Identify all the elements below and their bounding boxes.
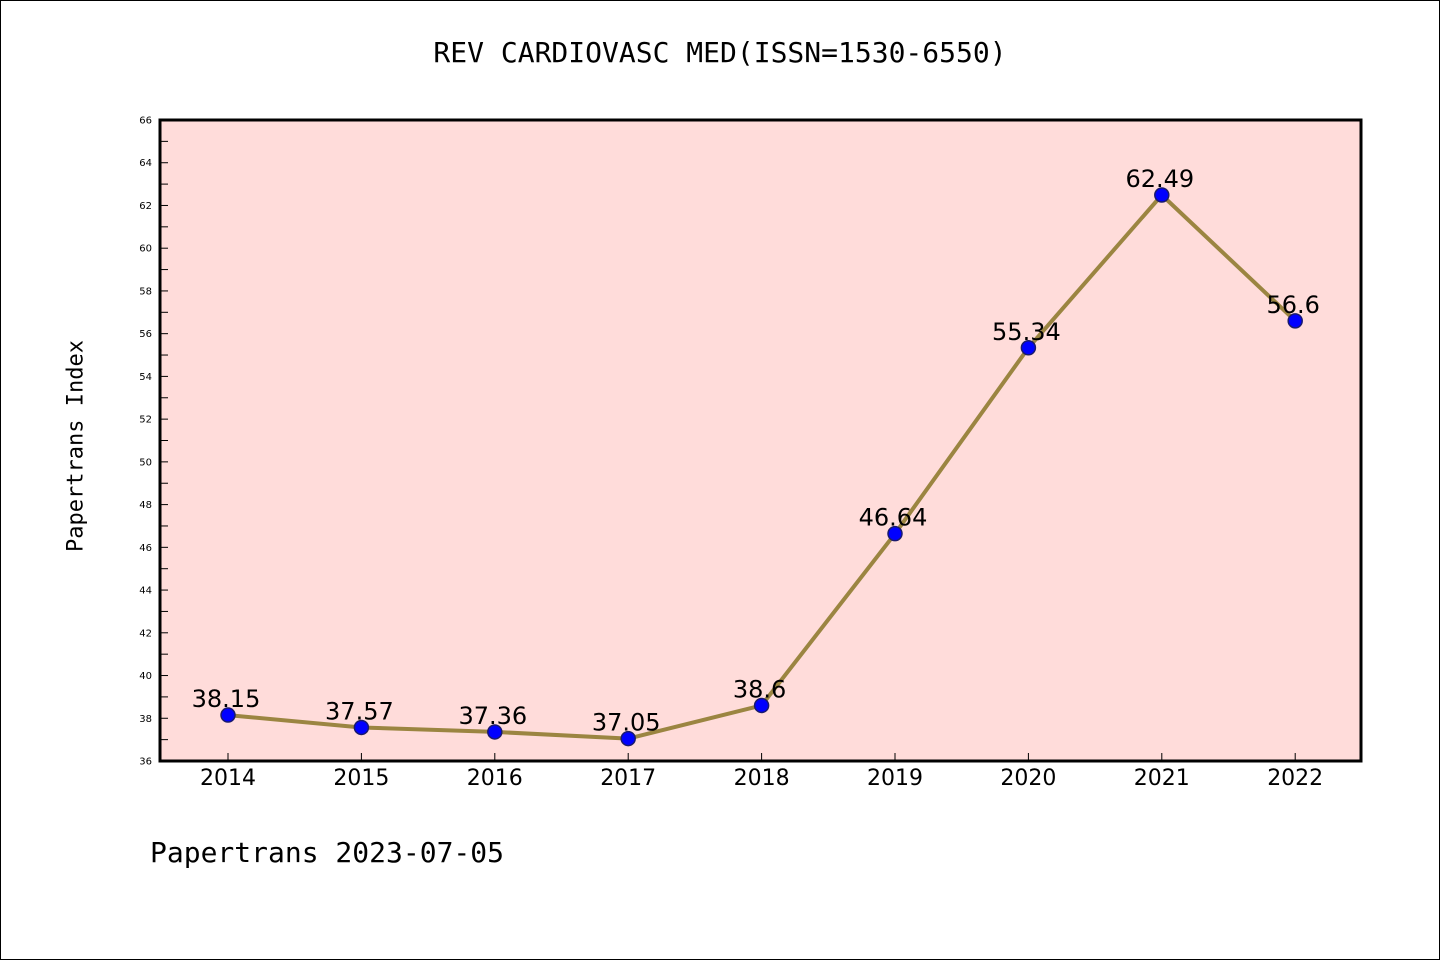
y-tick-label: 58	[139, 286, 152, 297]
y-tick-label: 64	[139, 158, 152, 169]
x-tick-label: 2014	[200, 766, 256, 791]
y-tick-label: 60	[139, 244, 152, 255]
data-label: 62.49	[1125, 165, 1194, 193]
data-label: 38.15	[192, 685, 261, 713]
data-point	[1287, 313, 1303, 329]
data-label: 46.64	[859, 504, 928, 532]
data-label: 37.05	[592, 709, 661, 737]
footer-text: Papertrans 2023-07-05	[150, 836, 505, 869]
y-tick-label: 56	[139, 329, 152, 340]
data-point	[1154, 187, 1170, 203]
x-tick-label: 2022	[1267, 766, 1323, 791]
y-tick-label: 40	[139, 671, 152, 682]
data-label: 56.6	[1266, 291, 1319, 319]
data-point	[620, 730, 636, 747]
x-tick-label: 2018	[734, 766, 790, 791]
y-tick-label: 38	[139, 714, 152, 725]
data-point	[887, 525, 903, 542]
y-tick-label: 66	[139, 116, 152, 127]
y-tick-label: 42	[139, 628, 152, 639]
y-tick-label: 62	[139, 201, 152, 212]
data-label: 37.36	[458, 702, 527, 730]
y-tick-label: 44	[139, 586, 152, 597]
data-point	[220, 707, 236, 723]
data-label: 38.6	[733, 675, 786, 703]
y-tick-label: 36	[139, 757, 152, 768]
y-tick-label: 48	[139, 500, 152, 511]
x-tick-label: 2016	[467, 766, 523, 791]
data-point	[487, 724, 503, 740]
y-tick-label: 46	[139, 543, 152, 554]
plot-border	[158, 118, 1363, 763]
x-tick-label: 2015	[333, 766, 389, 791]
data-label: 55.34	[992, 318, 1061, 346]
chart-title: REV CARDIOVASC MED(ISSN=1530-6550)	[433, 36, 1007, 69]
plot-area	[160, 120, 1361, 761]
y-tick-label: 52	[139, 415, 152, 426]
x-axis: 2014 2015 2016 2017 2018 2019 2020 2021 2022	[200, 753, 1323, 791]
x-tick-label: 2020	[1000, 766, 1056, 791]
y-tick-label: 50	[139, 457, 152, 468]
data-point	[753, 697, 770, 714]
x-tick-label: 2019	[867, 766, 923, 791]
series-group: 38.15 37.57 37.36 37.05 38.6 46.64 55.34 62.49 5…	[192, 165, 1320, 747]
x-tick-label: 2017	[600, 766, 656, 791]
data-point	[353, 719, 370, 736]
data-point	[1020, 340, 1037, 356]
x-tick-label: 2021	[1134, 766, 1190, 791]
y-tick-label: 54	[139, 372, 152, 383]
data-label: 37.57	[325, 697, 394, 725]
